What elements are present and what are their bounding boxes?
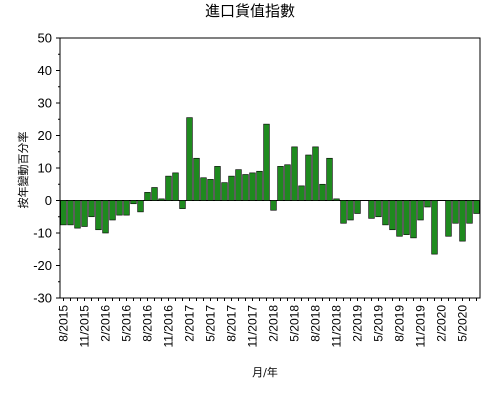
bar xyxy=(333,198,340,201)
bar xyxy=(172,172,179,201)
bar xyxy=(396,200,403,237)
bar xyxy=(67,200,74,226)
x-tick-label: 5/2017 xyxy=(204,305,218,342)
bar xyxy=(137,200,144,213)
bar xyxy=(186,117,193,201)
bar xyxy=(452,200,459,224)
chart-title: 進口貨值指數 xyxy=(205,2,295,20)
bar xyxy=(109,200,116,221)
x-tick-label: 2/2020 xyxy=(435,305,449,342)
bar xyxy=(298,185,305,201)
x-tick-label: 11/2018 xyxy=(330,305,344,348)
bar xyxy=(81,200,88,227)
bar xyxy=(305,154,312,201)
y-tick-label: 30 xyxy=(38,96,52,111)
bar xyxy=(74,200,81,229)
x-tick-label: 8/2015 xyxy=(57,305,71,342)
y-tick-label: 20 xyxy=(38,128,52,143)
bar xyxy=(466,200,473,224)
bar xyxy=(123,200,130,216)
bar xyxy=(354,200,361,214)
bar xyxy=(312,146,319,201)
bar xyxy=(165,175,172,201)
x-tick-label: 2/2018 xyxy=(267,305,281,342)
bar xyxy=(340,200,347,224)
x-axis-title: 月/年 xyxy=(252,365,278,379)
bar xyxy=(207,179,214,201)
bar xyxy=(88,200,95,218)
bar xyxy=(270,200,277,211)
x-tick-label: 11/2017 xyxy=(246,305,260,348)
bar xyxy=(347,200,354,221)
y-tick-label: 0 xyxy=(45,193,52,208)
bar xyxy=(144,192,151,201)
bar xyxy=(284,164,291,201)
bar xyxy=(326,157,333,201)
bar xyxy=(116,200,123,216)
bar xyxy=(60,200,67,226)
x-tick-label: 11/2019 xyxy=(414,305,428,348)
bar xyxy=(417,200,424,221)
bar xyxy=(263,123,270,201)
bar xyxy=(193,157,200,201)
bar xyxy=(403,200,410,235)
y-tick-label: -20 xyxy=(33,258,52,273)
bar xyxy=(249,172,256,201)
bar xyxy=(319,183,326,201)
x-tick-label: 2/2016 xyxy=(99,305,113,342)
bar xyxy=(221,182,228,201)
y-axis-title: 按年變動百分率 xyxy=(16,132,30,209)
bar xyxy=(256,170,263,201)
y-tick-label: -10 xyxy=(33,226,52,241)
bar xyxy=(382,200,389,226)
bar xyxy=(459,200,466,242)
plot-frame xyxy=(59,37,481,299)
bar xyxy=(242,174,249,201)
bar xyxy=(445,200,452,237)
x-tick-label: 8/2016 xyxy=(141,305,155,342)
bar xyxy=(158,198,165,201)
y-tick-label: -30 xyxy=(33,291,52,306)
bar xyxy=(151,187,158,201)
x-tick-label: 11/2015 xyxy=(78,305,92,348)
bar xyxy=(368,200,375,219)
bar xyxy=(431,200,438,255)
bar xyxy=(179,200,186,209)
x-tick-label: 8/2018 xyxy=(309,305,323,342)
bar xyxy=(291,146,298,201)
x-tick-label: 2/2019 xyxy=(351,305,365,342)
bar xyxy=(102,200,109,234)
bar xyxy=(410,200,417,239)
bar xyxy=(235,169,242,201)
x-tick-label: 5/2020 xyxy=(456,305,470,342)
bar xyxy=(389,200,396,231)
x-tick-label: 11/2016 xyxy=(162,305,176,348)
bar xyxy=(424,200,431,208)
y-tick-label: 10 xyxy=(38,161,52,176)
y-tick-label: 50 xyxy=(38,31,52,46)
x-tick-label: 5/2018 xyxy=(288,305,302,342)
bar xyxy=(473,200,480,214)
bar xyxy=(277,166,284,201)
y-tick-label: 40 xyxy=(38,63,52,78)
x-tick-label: 5/2019 xyxy=(372,305,386,342)
bar xyxy=(200,177,207,201)
x-tick-label: 8/2019 xyxy=(393,305,407,342)
plot-area: -30 -20 -10 0 10 20 30 40 50 8/2015 11/2015 2/2016 5… xyxy=(33,31,481,348)
x-tick-label: 5/2016 xyxy=(120,305,134,342)
x-tick-label: 2/2017 xyxy=(183,305,197,342)
bar xyxy=(95,200,102,231)
bar xyxy=(130,200,137,205)
bar xyxy=(375,200,382,218)
x-tick-label: 8/2017 xyxy=(225,305,239,342)
bar xyxy=(214,166,221,201)
bar xyxy=(228,175,235,201)
